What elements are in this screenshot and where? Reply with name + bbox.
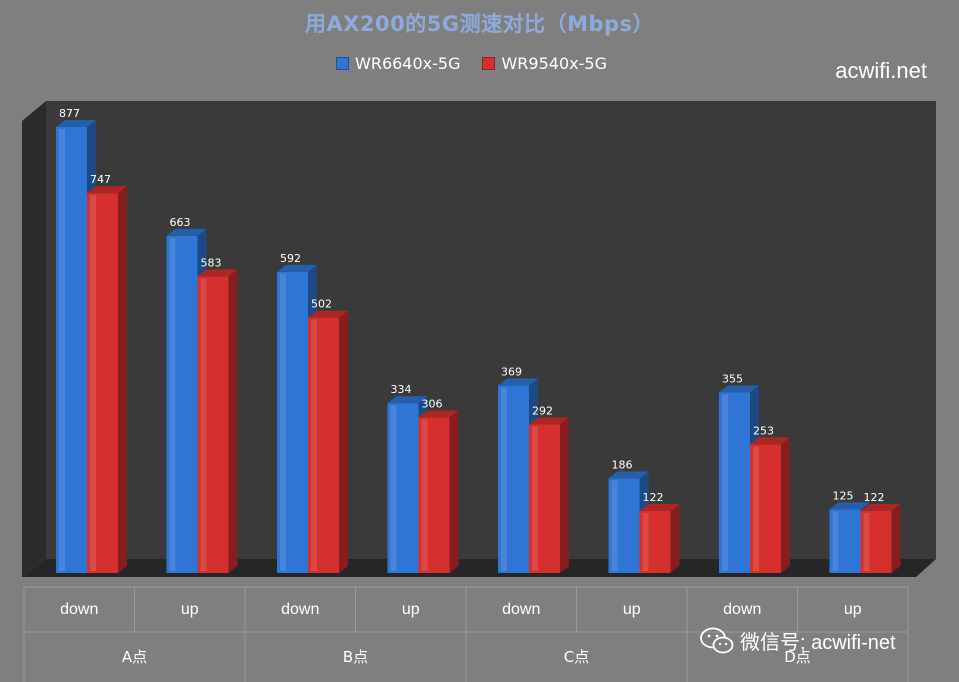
bar-series-2-4	[529, 417, 569, 573]
plot-side-wall	[22, 101, 46, 577]
tick-label-group-3: D点	[784, 648, 811, 666]
legend-item-series-2: WR9540x-5G	[482, 54, 607, 73]
bar-series-2-2	[308, 310, 348, 573]
tick-label-category-3: up	[402, 601, 420, 618]
bar-series-2-5	[639, 503, 680, 573]
data-label-series-2-3: 306	[422, 397, 443, 410]
legend-item-series-1: WR6640x-5G	[336, 54, 460, 73]
data-label-series-2-6: 253	[753, 424, 774, 437]
data-label-series-1-1: 663	[170, 216, 191, 229]
data-label-series-2-2: 502	[311, 298, 332, 311]
data-label-series-1-4: 369	[501, 365, 522, 378]
tick-label-category-7: up	[844, 601, 862, 618]
tick-label-category-0: down	[60, 601, 98, 618]
data-label-series-1-2: 592	[280, 252, 301, 265]
bar-series-2-7	[860, 503, 901, 573]
data-label-series-2-4: 292	[532, 405, 553, 418]
legend-label-series-1: WR6640x-5G	[355, 54, 461, 73]
bar-series-2-1	[197, 269, 238, 573]
tick-label-group-1: B点	[343, 648, 368, 666]
tick-label-category-2: down	[281, 601, 319, 618]
bar-series-2-3	[418, 410, 459, 573]
data-label-series-2-5: 122	[643, 491, 664, 504]
legend-swatch-series-2	[482, 57, 496, 70]
wechat-icon	[700, 627, 734, 653]
tick-label-group-0: A点	[122, 648, 147, 666]
data-label-series-2-7: 122	[864, 491, 885, 504]
tick-label-category-1: up	[181, 601, 199, 618]
bar-series-2-6	[750, 437, 790, 573]
tick-label-category-6: down	[723, 601, 761, 618]
bar-series-2-0	[87, 186, 127, 573]
watermark-bottom-text: 微信号: acwifi-net	[740, 632, 896, 654]
data-label-series-1-3: 334	[391, 383, 412, 396]
plot-back-wall	[46, 101, 936, 559]
data-label-series-1-7: 125	[833, 489, 854, 502]
chart-title: 用AX200的5G测速对比（Mbps）	[304, 12, 655, 36]
watermark-bottom: 微信号: acwifi-net	[700, 626, 896, 655]
legend-label-series-2: WR9540x-5G	[501, 54, 607, 73]
legend-swatch-series-1	[336, 57, 349, 70]
data-label-series-2-0: 747	[90, 173, 111, 186]
tick-label-category-5: up	[623, 601, 641, 618]
data-label-series-2-1: 583	[201, 257, 222, 270]
legend: WR6640x-5G WR9540x-5G	[336, 54, 607, 73]
data-label-series-1-0: 877	[59, 107, 80, 120]
plot-floor	[22, 559, 936, 577]
watermark-top: acwifi.net	[835, 58, 927, 83]
tick-label-category-4: down	[502, 601, 540, 618]
data-label-series-1-6: 355	[722, 372, 743, 385]
tick-label-group-2: C点	[564, 648, 589, 666]
data-label-series-1-5: 186	[612, 458, 633, 471]
